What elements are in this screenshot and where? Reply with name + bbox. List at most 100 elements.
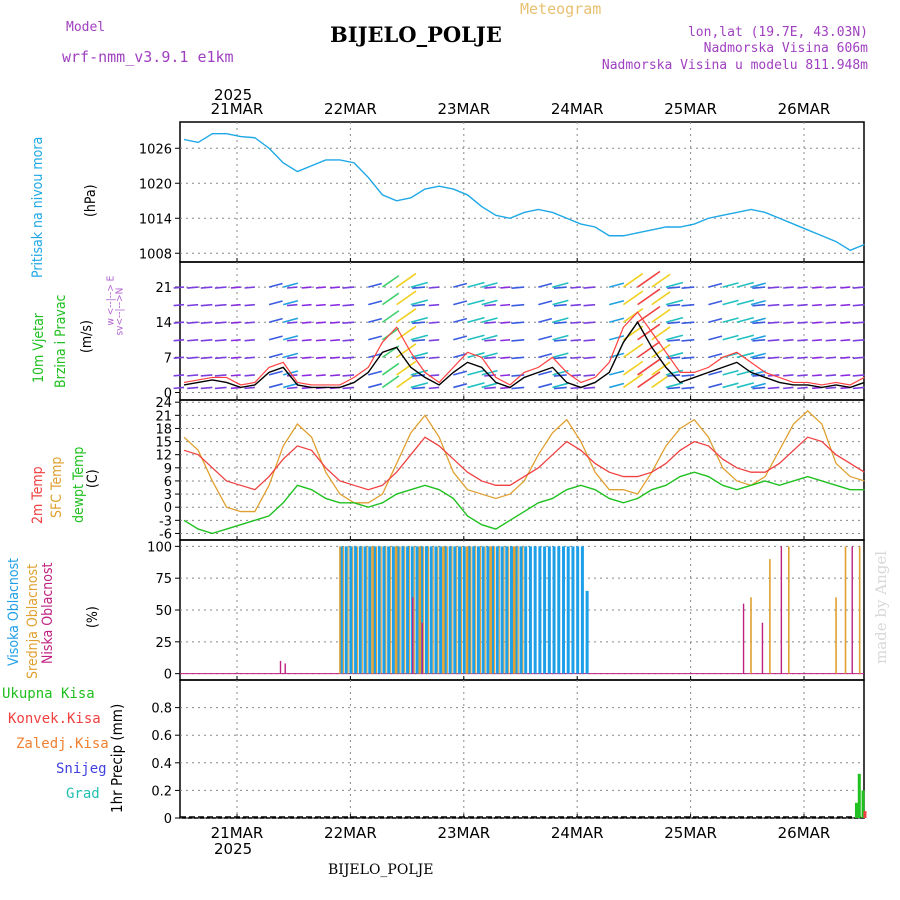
wind-arrow	[651, 361, 671, 376]
wind-arrow	[301, 356, 312, 359]
wind-arrow	[622, 308, 644, 323]
wind-arrow	[230, 338, 241, 342]
wind-arrow	[244, 338, 255, 342]
wind-arrow	[667, 321, 681, 325]
date-label-bottom: 23MAR	[437, 824, 490, 842]
wind-arrow	[752, 338, 766, 342]
lonlat-label: lon,lat (19.7E, 43.03N)	[687, 25, 868, 40]
wind-arrow	[200, 286, 213, 289]
wind-arrow	[750, 299, 766, 306]
year-bottom: 2025	[214, 840, 252, 858]
wind-arrow	[722, 369, 739, 376]
wind-arrow	[622, 272, 644, 288]
wind-arrow	[797, 386, 808, 390]
wind-arrow	[453, 317, 468, 323]
legend-conv-rain: Konvek.Kisa	[8, 711, 101, 727]
y-tick-label: 0	[164, 668, 172, 683]
wind-arrow	[200, 303, 213, 307]
wind-arrow	[783, 374, 794, 377]
elevation-label: Nadmorska Visina 606m	[703, 41, 868, 56]
wind-arrow	[708, 370, 723, 376]
panel-1: 0 7 14 21	[155, 261, 865, 401]
date-label-top: 26MAR	[778, 100, 831, 118]
wind-arrow	[268, 317, 283, 323]
wind-arrow	[812, 338, 822, 342]
wind-arrow	[783, 303, 794, 307]
wind-arrow	[230, 356, 241, 359]
meteogram-label: Meteogram	[520, 0, 602, 18]
wind-arrow	[453, 370, 468, 376]
y-tick-label: 100	[147, 540, 172, 555]
wind-arrow	[244, 321, 255, 324]
high-cloud-bar	[415, 546, 419, 674]
wind-arrow	[708, 282, 723, 288]
wind-arrow	[752, 286, 766, 290]
wind-arrow	[665, 334, 684, 341]
wind-arrow	[484, 321, 496, 325]
wind-arrow	[268, 335, 283, 341]
wind-arrow	[840, 286, 851, 289]
wind-arrow	[484, 303, 496, 307]
wind-arrow	[538, 282, 553, 288]
wind-arrow	[187, 374, 199, 377]
wind-arrow	[797, 338, 808, 342]
wind-arrow	[315, 321, 326, 324]
wind-arrow	[665, 281, 684, 288]
high-cloud-bar	[491, 546, 495, 674]
wind-arrow	[767, 386, 780, 390]
wind-arrow	[667, 286, 681, 290]
y-tick-label: 50	[155, 604, 172, 619]
wind-arrow	[200, 374, 213, 377]
wind-arrow	[538, 300, 553, 306]
high-cloud-bar	[481, 546, 485, 674]
y-tick-label: 0.4	[151, 757, 172, 772]
station-title: BIJELO_POLJE	[330, 22, 502, 47]
date-label-top: 23MAR	[437, 100, 490, 118]
wind-arrow	[752, 321, 766, 325]
wind-arrow	[283, 335, 299, 341]
wind-arrow	[342, 374, 355, 377]
wind-arrow	[570, 386, 581, 390]
wind-arrow	[665, 316, 684, 323]
high-cloud-bar	[566, 546, 570, 674]
wind-arrow	[500, 286, 511, 289]
wind-arrow	[852, 321, 865, 325]
wind-arrow	[622, 343, 644, 359]
wind-arrow	[428, 286, 440, 289]
wind-arrow	[484, 356, 496, 360]
wind-arrow	[412, 303, 426, 307]
wind-arrow	[410, 281, 429, 288]
wind-arrow	[453, 335, 468, 341]
wind-arrow	[736, 281, 755, 288]
wind-arrow	[736, 316, 755, 323]
wind-arrow	[244, 286, 255, 289]
wind-arrow	[538, 352, 553, 359]
wind-arrow	[481, 282, 498, 288]
high-cloud-bar	[344, 546, 348, 674]
wind-arrow	[283, 352, 299, 359]
wind-arrow	[583, 303, 596, 307]
high-cloud-bar	[462, 546, 466, 674]
wind-arrow	[665, 369, 684, 376]
high-cloud-bar	[576, 546, 580, 674]
wind-arrow	[268, 370, 283, 376]
wind-arrow	[797, 303, 808, 307]
high-cloud-bar	[453, 546, 457, 674]
wind-arrow	[651, 308, 671, 323]
y-tick-label: 6	[164, 475, 172, 490]
wind-arrow	[268, 282, 283, 288]
wind-arrow	[681, 374, 695, 377]
wind-arrow	[230, 286, 241, 289]
wind-arrow	[681, 303, 695, 307]
wind-arrow	[342, 321, 355, 325]
wind-arrow	[368, 370, 383, 376]
wind-arrow	[283, 282, 299, 288]
wind-arrow	[214, 386, 227, 390]
gust-line	[183, 311, 865, 386]
wind-arrow	[500, 338, 511, 342]
wind-arrow	[173, 356, 185, 360]
wind-arrow	[812, 303, 822, 307]
wind-arrow	[428, 303, 440, 307]
wind-arrow	[609, 299, 625, 306]
